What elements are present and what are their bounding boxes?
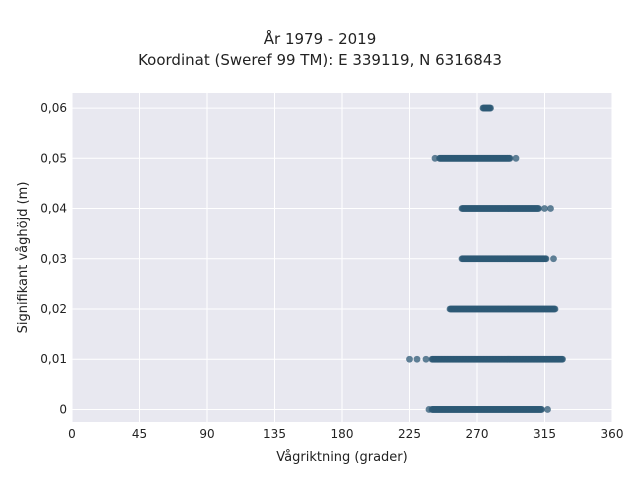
x-tick-label: 315 xyxy=(533,427,556,441)
x-tick-label: 360 xyxy=(601,427,624,441)
data-point xyxy=(550,255,557,263)
x-tick-labels: 0 45 90 135 180 225 270 315 360 xyxy=(68,427,623,441)
x-tick-label: 180 xyxy=(331,427,354,441)
data-point xyxy=(422,355,430,363)
x-tick-label: 135 xyxy=(263,427,286,441)
data-point xyxy=(551,305,559,313)
data-point xyxy=(406,355,413,363)
y-tick-label: 0,01 xyxy=(40,352,67,366)
x-tick-label: 225 xyxy=(398,427,421,441)
x-axis-label: Vågriktning (grader) xyxy=(276,450,407,465)
data-point xyxy=(506,154,514,162)
y-axis-label: Signifikant våghöjd (m) xyxy=(16,182,31,334)
y-tick-label: 0,02 xyxy=(40,302,67,316)
data-point xyxy=(425,406,433,413)
y-tick-label: 0,05 xyxy=(40,151,67,165)
data-point xyxy=(541,205,548,212)
x-tick-label: 270 xyxy=(466,427,489,441)
x-tick-label: 45 xyxy=(132,427,147,441)
data-point xyxy=(535,205,542,212)
y-tick-label: 0 xyxy=(59,402,67,416)
data-point xyxy=(542,255,550,263)
data-point xyxy=(487,104,494,112)
y-tick-label: 0,06 xyxy=(40,101,67,115)
data-point xyxy=(512,154,520,162)
y-tick-label: 0,04 xyxy=(40,202,67,216)
data-point xyxy=(559,355,566,363)
chart-title-line-1: År 1979 - 2019 xyxy=(263,30,377,48)
data-point xyxy=(547,205,554,212)
chart-title-line-2: Koordinat (Sweref 99 TM): E 339119, N 63… xyxy=(138,51,502,69)
data-point xyxy=(538,406,545,413)
y-tick-labels: 0 0,01 0,02 0,03 0,04 0,05 0,06 xyxy=(40,101,67,416)
data-point xyxy=(413,355,421,363)
data-point xyxy=(431,154,439,162)
x-tick-label: 90 xyxy=(199,427,214,441)
data-point xyxy=(544,406,551,413)
y-tick-label: 0,03 xyxy=(40,252,67,266)
x-tick-label: 0 xyxy=(68,427,76,441)
data-points xyxy=(406,104,566,413)
